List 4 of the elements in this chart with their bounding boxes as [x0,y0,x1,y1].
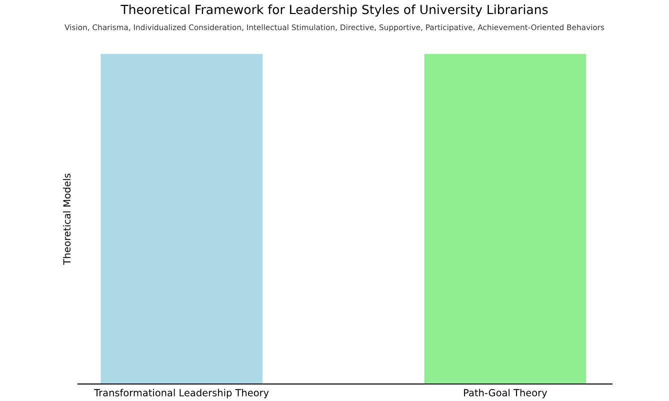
y-axis-title: Theoretical Models [63,174,71,265]
x-tick-label: Transformational Leadership Theory [94,388,269,398]
x-tick-label: Path-Goal Theory [464,388,548,398]
chart-title: Theoretical Framework for Leadership Styles of University Librarians [120,4,548,17]
